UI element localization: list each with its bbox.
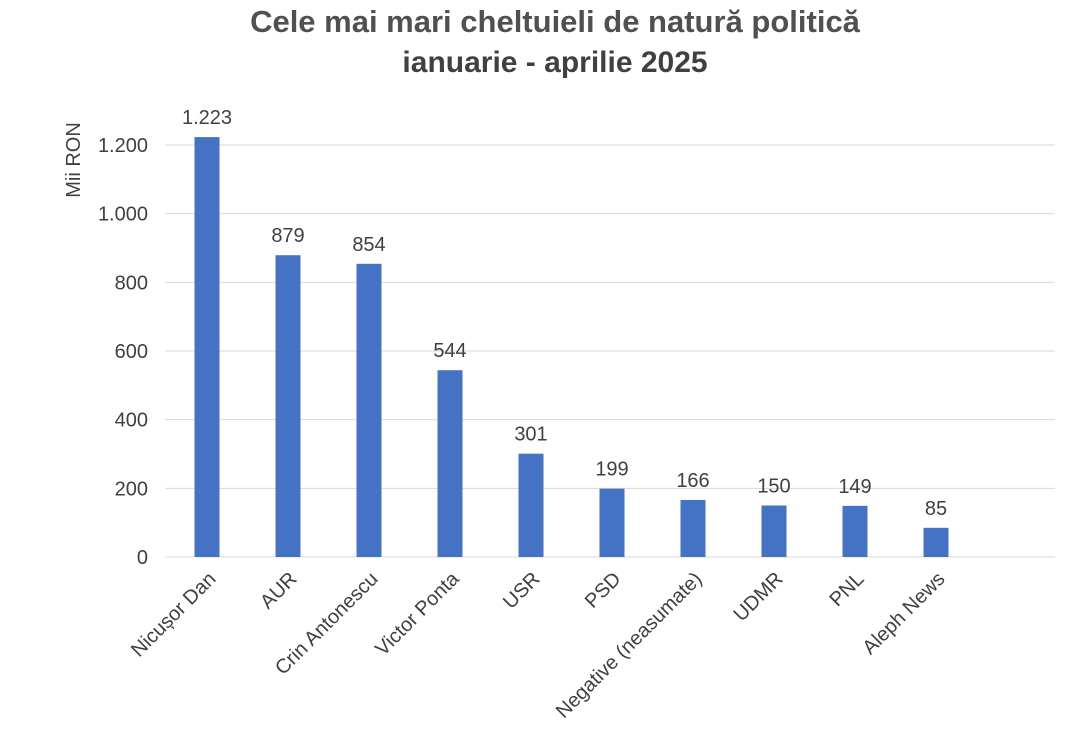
bar (680, 500, 706, 557)
y-tick-label: 800 (115, 272, 148, 294)
bar-value-label: 166 (676, 470, 709, 492)
bar (599, 488, 625, 557)
bars (194, 137, 949, 557)
bar (356, 263, 382, 557)
bar-value-label: 879 (271, 225, 304, 247)
x-tick-label: UDMR (730, 568, 788, 626)
x-tick-label: PSD (581, 568, 626, 613)
y-tick-label: 0 (137, 547, 148, 569)
bar (437, 370, 463, 557)
bar (194, 137, 220, 557)
y-tick-label: 1.000 (98, 204, 148, 226)
y-tick-label: 1.200 (98, 135, 148, 157)
bar (923, 527, 949, 557)
bar (761, 505, 787, 557)
y-tick-label: 400 (115, 410, 148, 432)
x-tick-label: Victor Ponta (371, 567, 464, 660)
bar (842, 505, 868, 557)
x-tick-label: Nicușor Dan (127, 568, 220, 661)
x-tick-label: Negative (neasumate) (552, 568, 707, 723)
chart-title: Cele mai mari cheltuieli de natură polit… (250, 4, 860, 39)
y-axis-title: Mii RON (63, 122, 85, 198)
bar-value-label: 85 (925, 498, 947, 520)
bar-value-label: 854 (352, 234, 385, 256)
chart-subtitle: ianuarie - aprilie 2025 (402, 46, 708, 79)
x-tick-label: PNL (825, 568, 868, 611)
y-tick-label: 600 (115, 341, 148, 363)
bar (275, 255, 301, 557)
bar-value-label: 149 (838, 476, 871, 498)
bar-value-label: 301 (514, 424, 547, 446)
y-axis-ticks: 0 200 400 600 800 1.000 1.200 (98, 135, 148, 569)
data-labels: 1.223 879 854 544 301 199 166 150 149 85 (182, 107, 947, 520)
x-tick-label: USR (499, 568, 544, 613)
gridlines (165, 144, 1055, 558)
y-tick-label: 200 (115, 478, 148, 500)
x-tick-label: AUR (256, 568, 301, 613)
bar (518, 453, 544, 557)
bar-value-label: 150 (757, 476, 790, 498)
bar-value-label: 544 (433, 340, 466, 362)
bar-value-label: 1.223 (182, 107, 232, 129)
x-tick-label: Aleph News (859, 568, 950, 659)
bar-value-label: 199 (595, 459, 628, 481)
